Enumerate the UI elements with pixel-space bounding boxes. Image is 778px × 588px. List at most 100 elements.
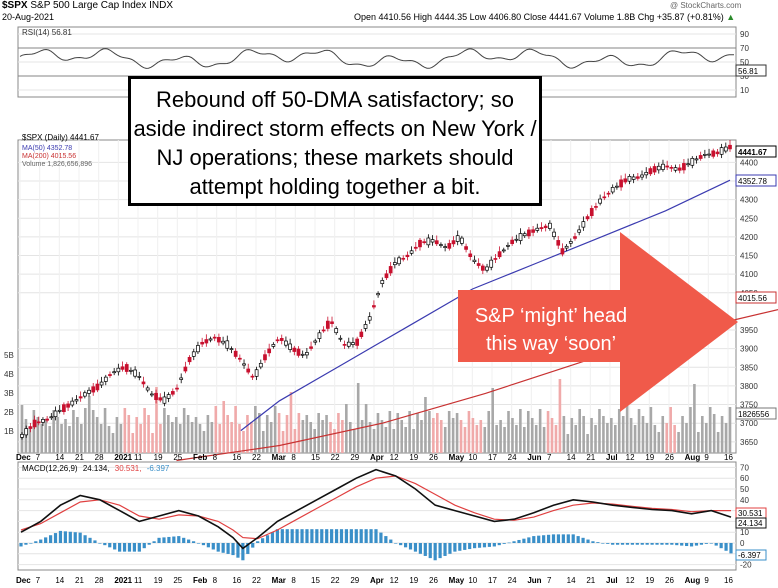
histogram-bar [650, 543, 654, 545]
volume-bar [301, 420, 305, 453]
histogram-bar [640, 543, 644, 545]
volume-bar [621, 416, 625, 453]
macd-last-badges: 30.531 24.134 -6.397 [735, 507, 767, 561]
candle-body [175, 387, 179, 390]
volume-bar [404, 427, 407, 453]
volume-bar [645, 423, 649, 453]
candle-body [422, 241, 427, 244]
x-axis-label: 11 [134, 576, 143, 585]
x-axis-label: 29 [350, 576, 359, 585]
volume-bar [380, 420, 384, 453]
volume-bar [610, 418, 613, 453]
x-axis-label: 19 [409, 453, 418, 462]
volume-bar [95, 417, 99, 453]
ma50-legend: MA(50) 4352.78 [22, 145, 72, 152]
candle-body [275, 339, 280, 342]
volume-bar [163, 408, 166, 453]
candle-body [480, 265, 485, 271]
histogram-bar [675, 543, 679, 546]
volume-bar [408, 411, 411, 453]
candle-body [225, 340, 230, 349]
candle-body [150, 393, 154, 396]
volume-bar [499, 420, 502, 453]
candle-body [45, 418, 49, 421]
candle-body [91, 386, 96, 393]
volume-bar [147, 415, 150, 453]
volume-legend: Volume 1,826,656,896 [22, 161, 92, 168]
volume-bar [475, 425, 479, 453]
x-axis-label: 17 [488, 576, 497, 585]
histogram-bar [330, 529, 334, 543]
histogram-bar [58, 530, 63, 543]
candle-body [564, 245, 569, 249]
histogram-bar [211, 543, 215, 550]
x-axis-label: 9 [704, 453, 709, 462]
candle-body [49, 416, 54, 419]
candle-body [334, 328, 339, 334]
candle-body [728, 144, 732, 150]
volume-bar [230, 422, 233, 453]
macd-tick-label: 70 [740, 463, 749, 472]
x-axis-label: 7 [547, 576, 552, 585]
x-axis-label: Apr [370, 453, 384, 462]
volume-bar [523, 427, 526, 453]
volume-bar [143, 408, 146, 453]
candle-body [70, 400, 75, 406]
histogram-bar [448, 543, 452, 554]
histogram-bar [611, 543, 615, 545]
histogram-bar [497, 543, 501, 546]
histogram-bar [157, 537, 161, 543]
candle-body [418, 239, 422, 248]
volume-bar [388, 411, 392, 453]
candle-body [573, 236, 577, 239]
histogram-bar [581, 537, 585, 543]
candle-body [87, 389, 91, 394]
candle-body [531, 229, 535, 233]
candle-body [443, 246, 447, 248]
histogram-bar [433, 543, 437, 561]
x-axis-label: 25 [173, 576, 182, 585]
signal-last-value: 30.531 [738, 509, 763, 518]
histogram-bar [315, 529, 319, 543]
volume-bar [665, 423, 669, 453]
volume-bar [689, 407, 692, 453]
histogram-bar [670, 543, 674, 545]
x-axis-label: 15 [311, 453, 320, 462]
x-axis-label: 8 [213, 453, 218, 462]
candle-body [342, 344, 347, 346]
candle-body [145, 387, 150, 391]
rsi-tick-label: 10 [740, 86, 749, 95]
x-axis-label: 21 [75, 576, 84, 585]
candle-body [129, 369, 133, 372]
x-axis-label: 28 [95, 576, 104, 585]
volume-bar [503, 427, 506, 453]
candle-body [514, 238, 519, 241]
volume-bar [56, 417, 59, 453]
candle-body [598, 198, 602, 204]
volume-tick-label: 5B [4, 351, 14, 360]
histogram-bar [187, 539, 191, 543]
candle-body [635, 176, 640, 179]
ma200-last-value: 4015.56 [738, 294, 767, 303]
symbol: $SPX [2, 0, 28, 11]
volume-bar [495, 425, 498, 453]
x-axis-label: 14 [55, 576, 64, 585]
volume-bar [724, 423, 728, 453]
volume-bar [400, 420, 404, 453]
chart-date: 20-Aug-2021 [2, 12, 55, 22]
volume-bar [325, 415, 328, 453]
x-axis-label: 26 [429, 453, 438, 462]
volume-bar [483, 427, 487, 453]
x-axis-label: 11 [134, 453, 143, 462]
macd-legend: MACD(12,26,9) 24.134, 30.531, -6.397 [22, 464, 170, 473]
candle-body [493, 258, 498, 260]
volume-bar [416, 413, 419, 453]
volume-bar [360, 420, 364, 453]
volume-bar [135, 417, 139, 453]
volume-bar [281, 431, 285, 453]
volume-tick-label: 1B [4, 427, 14, 436]
histogram-bar [512, 541, 516, 543]
volume-bar [341, 420, 344, 453]
histogram-bar [39, 539, 43, 543]
volume-bar [348, 422, 352, 453]
